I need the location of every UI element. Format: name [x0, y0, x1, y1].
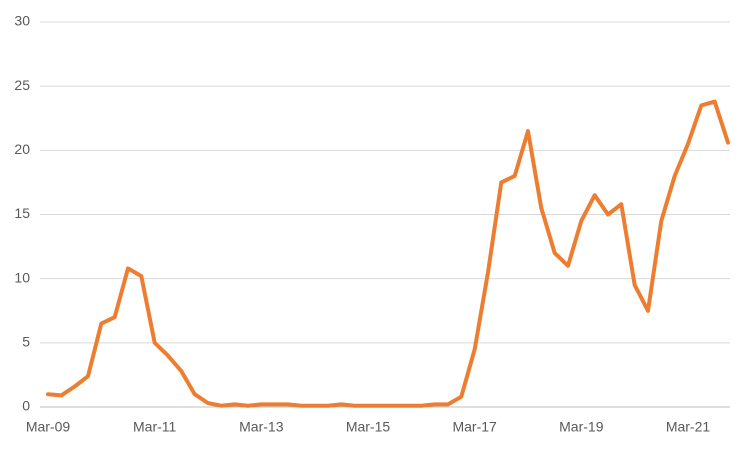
x-tick-label: Mar-13: [239, 419, 284, 435]
x-tick-label: Mar-21: [666, 419, 711, 435]
x-tick-label: Mar-15: [346, 419, 391, 435]
y-tick-label: 25: [14, 77, 30, 93]
x-tick-label: Mar-09: [26, 419, 71, 435]
x-tick-label: Mar-19: [559, 419, 604, 435]
y-tick-label: 30: [14, 13, 30, 29]
y-tick-label: 10: [14, 269, 30, 285]
x-tick-label: Mar-17: [452, 419, 497, 435]
y-tick-label: 0: [22, 398, 30, 414]
y-tick-label: 5: [22, 334, 30, 350]
y-tick-label: 20: [14, 141, 30, 157]
data-line: [46, 99, 730, 408]
y-tick-label: 15: [14, 205, 30, 221]
x-tick-label: Mar-11: [133, 419, 177, 435]
